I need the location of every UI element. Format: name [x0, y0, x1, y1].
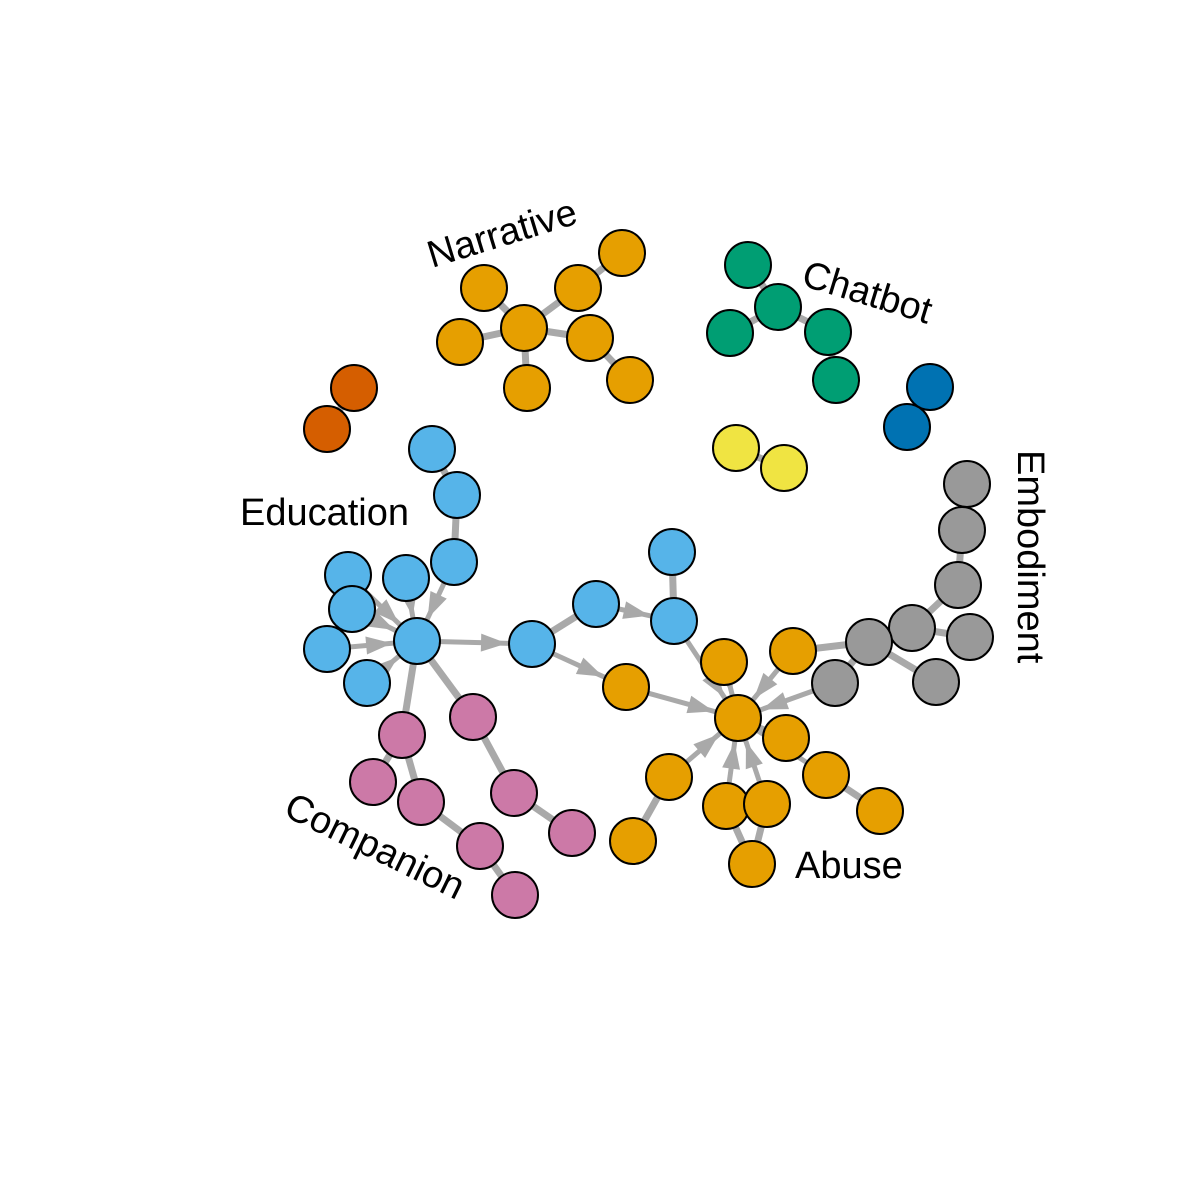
node-chatbot-c1 — [724, 241, 772, 289]
arrowhead-d8-d10 — [480, 633, 508, 652]
node-abuse-a9 — [743, 780, 791, 828]
arrowhead-d7-d8 — [365, 636, 393, 655]
node-abuse-a2 — [769, 627, 817, 675]
node-chatbot-c4 — [804, 308, 852, 356]
node-unlabeled-blue-b1 — [906, 363, 954, 411]
node-abuse-a11 — [609, 817, 657, 865]
node-unlabeled-blue-b2 — [883, 403, 931, 451]
node-chatbot-c5 — [812, 356, 860, 404]
node-abuse-a5 — [602, 663, 650, 711]
arrowhead-a5-a3 — [686, 695, 714, 714]
node-narrative-n1 — [500, 304, 548, 352]
nodes-layer — [303, 229, 994, 919]
node-companion-p1 — [378, 711, 426, 759]
label-narrative: Narrative — [422, 191, 582, 276]
node-companion-p2 — [449, 693, 497, 741]
node-narrative-n6 — [598, 229, 646, 277]
node-companion-p6 — [456, 822, 504, 870]
arrowhead-a2-a3 — [753, 672, 778, 699]
arrowhead-d11-d13 — [622, 601, 650, 619]
node-abuse-a8 — [702, 782, 750, 830]
node-education-d3 — [430, 538, 478, 586]
node-education-d9 — [343, 659, 391, 707]
node-embodiment-e5 — [946, 613, 994, 661]
node-unlabeled-yellow-y1 — [712, 424, 760, 472]
node-abuse-a12 — [728, 840, 776, 888]
node-embodiment-e2 — [938, 506, 986, 554]
node-companion-p3 — [349, 758, 397, 806]
node-embodiment-e4 — [888, 604, 936, 652]
node-narrative-n3 — [436, 318, 484, 366]
label-embodiment: Embodiment — [1009, 450, 1051, 664]
arrowhead-d10-a5 — [575, 657, 604, 677]
node-abuse-a6 — [645, 753, 693, 801]
arrowhead-d3-d8 — [427, 590, 447, 619]
node-education-d10 — [508, 620, 556, 668]
node-companion-p7 — [548, 809, 596, 857]
node-narrative-n7 — [566, 314, 614, 362]
node-unlabeled-vermillion-v1 — [330, 364, 378, 412]
label-abuse: Abuse — [795, 845, 903, 887]
node-chatbot-c2 — [754, 283, 802, 331]
node-abuse-a10 — [856, 787, 904, 835]
node-abuse-a1 — [700, 638, 748, 686]
node-education-d7 — [303, 625, 351, 673]
node-embodiment-e8 — [811, 659, 859, 707]
node-education-d2 — [433, 471, 481, 519]
node-companion-p8 — [491, 871, 539, 919]
node-embodiment-e1 — [943, 460, 991, 508]
node-unlabeled-yellow-y2 — [760, 444, 808, 492]
node-education-d1 — [408, 425, 456, 473]
node-abuse-a4 — [762, 714, 810, 762]
node-narrative-n2 — [460, 264, 508, 312]
node-unlabeled-vermillion-v2 — [303, 405, 351, 453]
arrowhead-a6-a3 — [693, 734, 719, 758]
node-education-d11 — [572, 580, 620, 628]
node-education-d8 — [393, 617, 441, 665]
node-companion-p5 — [490, 769, 538, 817]
node-embodiment-e6 — [845, 618, 893, 666]
node-abuse-a3 — [714, 694, 762, 742]
arrowhead-a9-a3 — [745, 741, 763, 770]
node-education-d6 — [328, 585, 376, 633]
node-embodiment-e3 — [934, 561, 982, 609]
arrowhead-a8-a3 — [722, 742, 741, 770]
node-abuse-a7 — [802, 751, 850, 799]
node-education-d13 — [650, 597, 698, 645]
node-narrative-n4 — [503, 364, 551, 412]
node-education-d5 — [382, 554, 430, 602]
node-embodiment-e7 — [912, 658, 960, 706]
node-narrative-n8 — [606, 356, 654, 404]
node-companion-p4 — [397, 778, 445, 826]
node-narrative-n5 — [554, 264, 602, 312]
node-education-d12 — [648, 528, 696, 576]
arrowhead-d4-d8 — [373, 599, 399, 624]
node-chatbot-c3 — [706, 309, 754, 357]
label-education: Education — [240, 492, 409, 534]
arrowhead-e8-a3 — [761, 692, 790, 710]
